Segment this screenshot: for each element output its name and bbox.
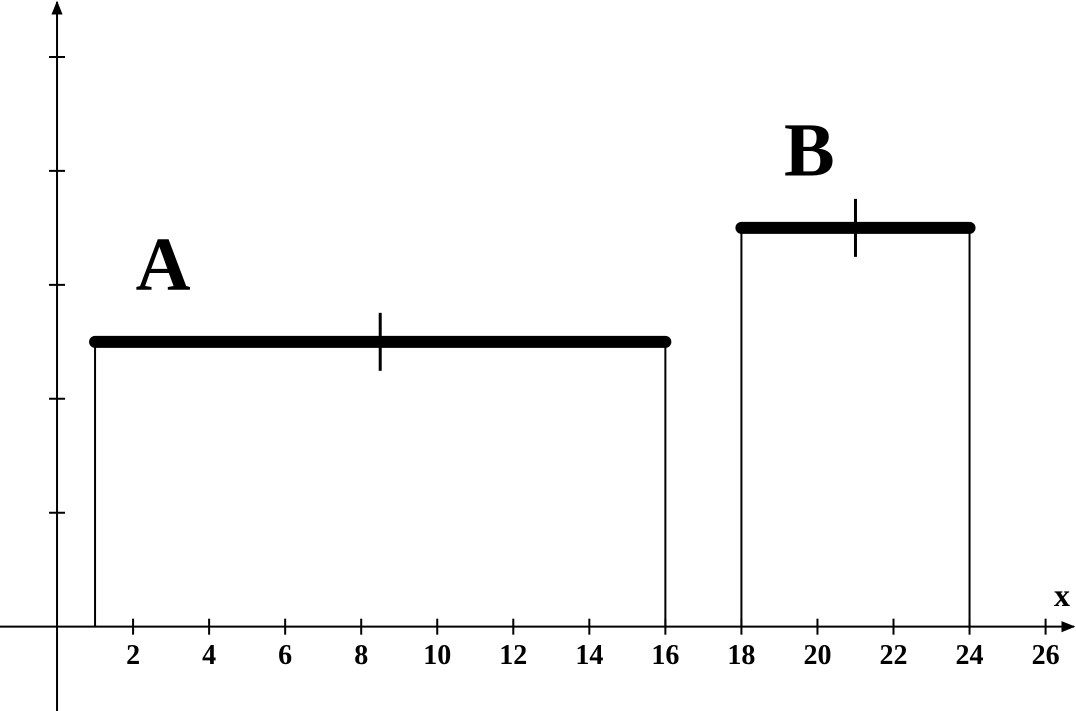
x-tick-label: 12 bbox=[499, 640, 527, 671]
x-tick-label: 22 bbox=[879, 640, 907, 671]
x-tick-label: 18 bbox=[727, 640, 755, 671]
x-tick-label: 26 bbox=[1032, 640, 1060, 671]
x-tick-label: 2 bbox=[126, 640, 140, 671]
x-tick-label: 10 bbox=[423, 640, 451, 671]
x-tick-label: 4 bbox=[202, 640, 216, 671]
x-axis-label: x bbox=[1054, 577, 1070, 613]
x-tick-label: 6 bbox=[278, 640, 292, 671]
x-tick-label: 14 bbox=[575, 640, 603, 671]
x-tick-label: 8 bbox=[354, 640, 368, 671]
series-label: B bbox=[784, 108, 835, 192]
series-label: A bbox=[136, 222, 191, 306]
x-tick-label: 16 bbox=[651, 640, 679, 671]
x-tick-label: 20 bbox=[803, 640, 831, 671]
x-tick-label: 24 bbox=[956, 640, 984, 671]
